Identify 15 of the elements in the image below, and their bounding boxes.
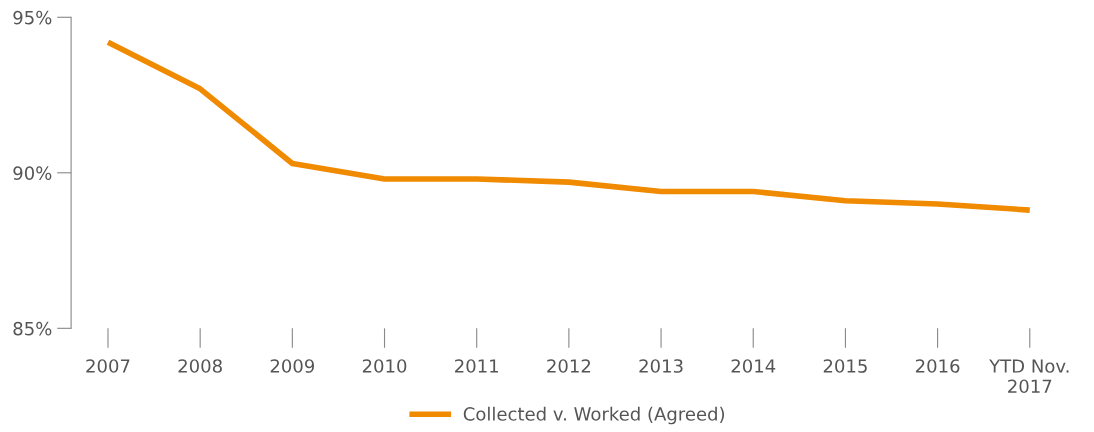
x-tick-label: 2013 <box>639 359 683 373</box>
y-tick-label: 95% <box>13 10 52 25</box>
x-tick-label: 2016 <box>915 359 960 373</box>
y-tick-label: 85% <box>13 321 52 336</box>
x-tick-label: YTD Nov. 2017 <box>989 359 1069 394</box>
x-tick-label: 2011 <box>455 359 499 373</box>
x-tick-label: 2007 <box>86 359 130 373</box>
y-tick-label: 90% <box>13 166 52 180</box>
legend-label: Collected v. Worked (Agreed) <box>463 406 725 425</box>
x-tick-label: 2008 <box>178 359 222 373</box>
x-tick-label: 2010 <box>362 359 407 373</box>
x-tick-label: 2012 <box>547 359 591 373</box>
x-tick-label: 2014 <box>731 359 776 373</box>
x-tick-label: 2009 <box>270 359 315 373</box>
x-tick-label: 2015 <box>823 359 867 373</box>
